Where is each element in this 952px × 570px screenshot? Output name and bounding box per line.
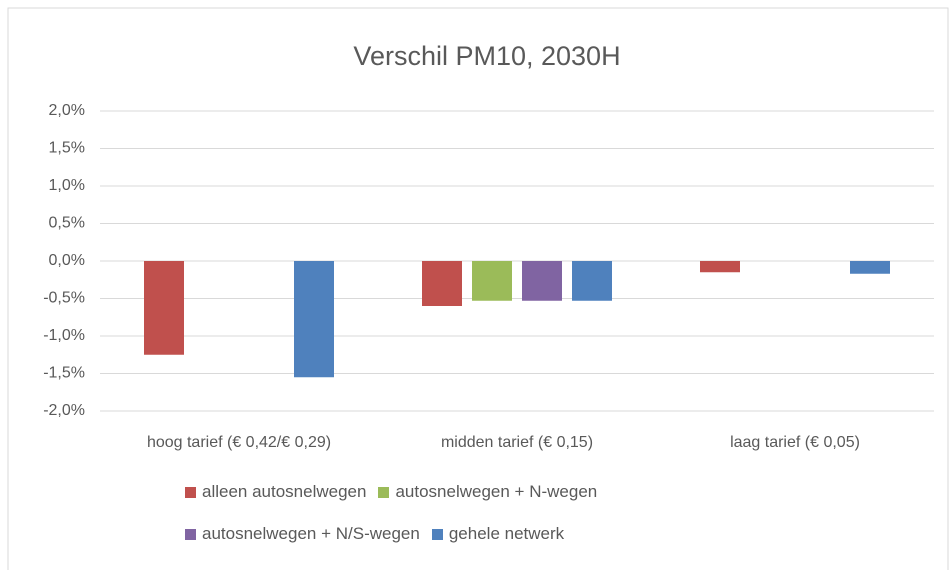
bar [422, 261, 462, 306]
legend-label: gehele netwerk [448, 524, 565, 543]
y-tick-label: 0,0% [49, 252, 85, 269]
y-tick-label: -2,0% [43, 402, 85, 419]
bar [522, 261, 562, 301]
x-tick-label: hoog tarief (€ 0,42/€ 0,29) [147, 434, 331, 451]
x-tick-label: laag tarief (€ 0,05) [730, 434, 860, 451]
legend-item: gehele netwerk [431, 524, 565, 544]
legend-swatch [431, 528, 443, 540]
legend-swatch [185, 486, 196, 498]
bar [144, 261, 184, 355]
legend-swatch [185, 528, 196, 540]
y-tick-label: 1,0% [49, 177, 85, 194]
y-tick-label: 0,5% [49, 215, 85, 232]
chart-title: Verschil PM10, 2030H [353, 41, 620, 71]
y-tick-label: -1,0% [43, 327, 85, 344]
y-tick-label: 1,5% [49, 140, 85, 157]
y-tick-label: 2,0% [49, 102, 85, 119]
legend-item: autosnelwegen + N-wegen [378, 482, 597, 502]
legend: alleen autosnelwegen autosnelwegen + N-we… [185, 482, 805, 544]
legend-label: autosnelwegen + N-wegen [395, 482, 598, 501]
bar [294, 261, 334, 378]
bar [472, 261, 512, 301]
x-tick-label: midden tarief (€ 0,15) [441, 434, 593, 451]
legend-swatch [378, 486, 390, 498]
legend-item: alleen autosnelwegen [185, 482, 366, 502]
legend-label: autosnelwegen + N/S-wegen [202, 524, 420, 543]
legend-item: autosnelwegen + N/S-wegen [185, 524, 420, 544]
bar [700, 261, 740, 273]
bar [572, 261, 612, 301]
legend-label: alleen autosnelwegen [202, 482, 367, 501]
bar [850, 261, 890, 274]
y-tick-label: -1,5% [43, 365, 85, 382]
y-tick-label: -0,5% [43, 290, 85, 307]
